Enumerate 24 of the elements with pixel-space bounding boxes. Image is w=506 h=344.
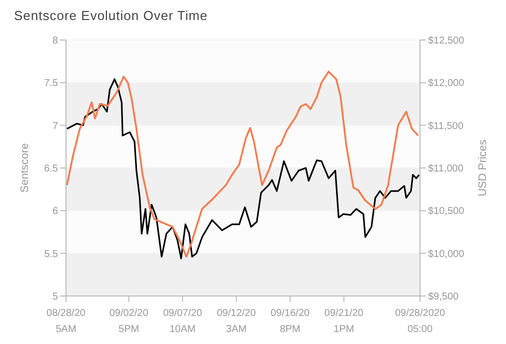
y2-tick-label: $10,000 (428, 248, 465, 260)
x-tick-label: 09/07/20 10AM (163, 308, 202, 335)
y-tick-label: 7.5 (44, 78, 58, 90)
x-tick-label: 09/21/20 1PM (324, 308, 364, 335)
x-tick-label: 09/28/2020 05:00 (394, 308, 446, 335)
y2-axis-title: USD Prices (476, 139, 489, 196)
y-tick-label: 6 (52, 206, 58, 218)
y-tick-label: 6.5 (44, 164, 58, 175)
y2-tick-label: $9,500 (428, 292, 460, 303)
x-tick-label: 09/02/20 5PM (109, 308, 149, 335)
y2-tick-label: $12,000 (428, 78, 465, 90)
y2-tick-label: $11,500 (428, 120, 464, 132)
y-tick-label: 7 (52, 120, 58, 132)
y-axis-title: Sentscore (18, 143, 31, 193)
y2-tick-label: $12,500 (428, 36, 465, 47)
y-tick-label: 5.5 (44, 248, 58, 260)
y2-tick-label: $10,500 (428, 206, 465, 218)
x-tick-label: 08/28/20 5AM (46, 308, 86, 335)
y2-tick-label: $11,000 (428, 164, 464, 175)
chart-title: Sentscore Evolution Over Time (14, 8, 209, 25)
x-tick-label: 09/16/20 8PM (270, 308, 310, 335)
x-tick-label: 09/12/20 3AM (216, 308, 256, 335)
y-tick-label: 5 (52, 292, 58, 303)
y-tick-label: 8 (52, 36, 58, 47)
